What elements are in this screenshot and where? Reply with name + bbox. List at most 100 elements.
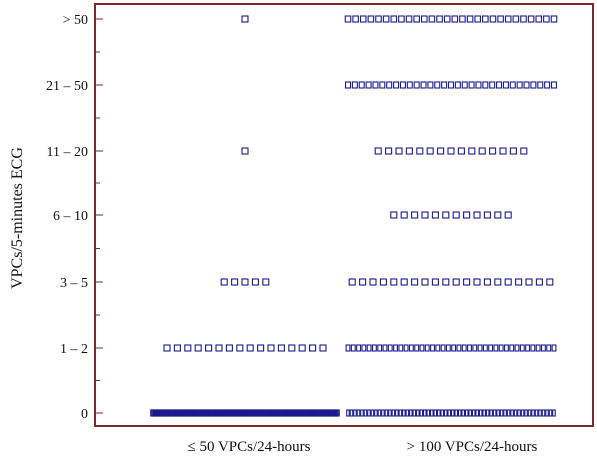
data-point: [344, 81, 352, 89]
data-point: [457, 409, 462, 417]
data-point: [489, 15, 497, 23]
data-point: [499, 409, 504, 417]
data-point: [393, 344, 398, 352]
data-point: [241, 15, 249, 23]
data-point: [514, 344, 520, 352]
data-point: [390, 15, 398, 23]
data-point: [482, 409, 486, 417]
data-point: [370, 409, 375, 417]
data-point: [377, 344, 383, 352]
data-point: [220, 278, 228, 286]
data-point: [382, 344, 388, 352]
data-point: [489, 81, 496, 89]
data-point: [398, 344, 404, 352]
data-point: [493, 344, 499, 352]
data-point: [363, 409, 368, 417]
data-point: [412, 409, 417, 417]
data-point: [467, 344, 472, 352]
y-tick-label: 0: [81, 407, 88, 422]
data-point: [447, 409, 452, 417]
data-point: [408, 344, 414, 352]
data-point: [482, 344, 488, 352]
data-point: [494, 211, 502, 219]
data-point: [454, 81, 461, 89]
data-point: [345, 344, 351, 352]
data-point: [499, 147, 507, 155]
data-point: [267, 344, 275, 352]
y-axis-label: VPCs/5-minutes ECG: [9, 147, 26, 289]
data-point: [485, 409, 490, 417]
data-point: [541, 409, 546, 417]
data-point: [510, 409, 514, 417]
data-point: [399, 81, 406, 89]
data-point: [550, 81, 558, 89]
data-point: [393, 81, 400, 89]
data-point: [503, 409, 507, 417]
data-point: [550, 15, 558, 23]
data-point: [483, 211, 491, 219]
data-point: [251, 278, 259, 286]
data-point: [419, 409, 424, 417]
data-point: [402, 409, 406, 417]
data-point: [440, 344, 446, 352]
data-point: [473, 278, 481, 286]
data-point: [513, 409, 518, 417]
data-point: [381, 409, 385, 417]
data-point: [361, 344, 367, 352]
data-point: [534, 409, 539, 417]
data-point: [445, 344, 451, 352]
data-point: [506, 409, 511, 417]
data-point: [184, 344, 192, 352]
data-point: [419, 344, 425, 352]
data-point: [488, 344, 494, 352]
data-point: [427, 81, 434, 89]
data-point: [441, 81, 448, 89]
data-point: [543, 15, 550, 23]
data-point: [431, 278, 439, 286]
data-point: [504, 15, 512, 23]
data-point: [384, 409, 389, 417]
data-point: [525, 344, 531, 352]
data-point: [356, 409, 361, 417]
data-point: [443, 409, 448, 417]
data-point: [388, 409, 392, 417]
data-point: [423, 409, 427, 417]
data-point: [215, 344, 223, 352]
data-point: [433, 409, 438, 417]
data-point: [515, 278, 523, 286]
data-point: [447, 81, 455, 89]
data-point: [366, 344, 372, 352]
data-point: [405, 147, 413, 155]
data-point: [353, 409, 357, 417]
data-point: [545, 409, 549, 417]
data-point: [356, 344, 362, 352]
data-point: [504, 278, 512, 286]
data-point: [537, 81, 544, 89]
data-point: [475, 409, 479, 417]
data-point: [527, 409, 532, 417]
data-point: [478, 409, 483, 417]
data-point: [421, 278, 429, 286]
data-point: [464, 409, 469, 417]
plot-frame: [94, 3, 594, 427]
data-point: [482, 15, 489, 23]
x-axis-category-labels: ≤ 50 VPCs/24-hours > 100 VPCs/24-hours: [188, 439, 538, 455]
data-point: [420, 81, 427, 89]
data-point: [504, 211, 512, 219]
data-point: [428, 15, 436, 23]
y-axis-ticks: [95, 18, 103, 414]
data-point: [420, 15, 428, 23]
data-point: [468, 409, 473, 417]
data-point: [382, 15, 390, 23]
data-point: [468, 81, 475, 89]
data-point: [405, 15, 413, 23]
data-point: [443, 15, 451, 23]
data-point: [205, 344, 213, 352]
data-point: [482, 81, 489, 89]
data-point: [535, 344, 541, 352]
data-point: [194, 344, 202, 352]
data-point: [496, 81, 503, 89]
x-category-label: > 100 VPCs/24-hours: [407, 439, 538, 455]
data-point: [442, 211, 450, 219]
data-point: [436, 409, 441, 417]
